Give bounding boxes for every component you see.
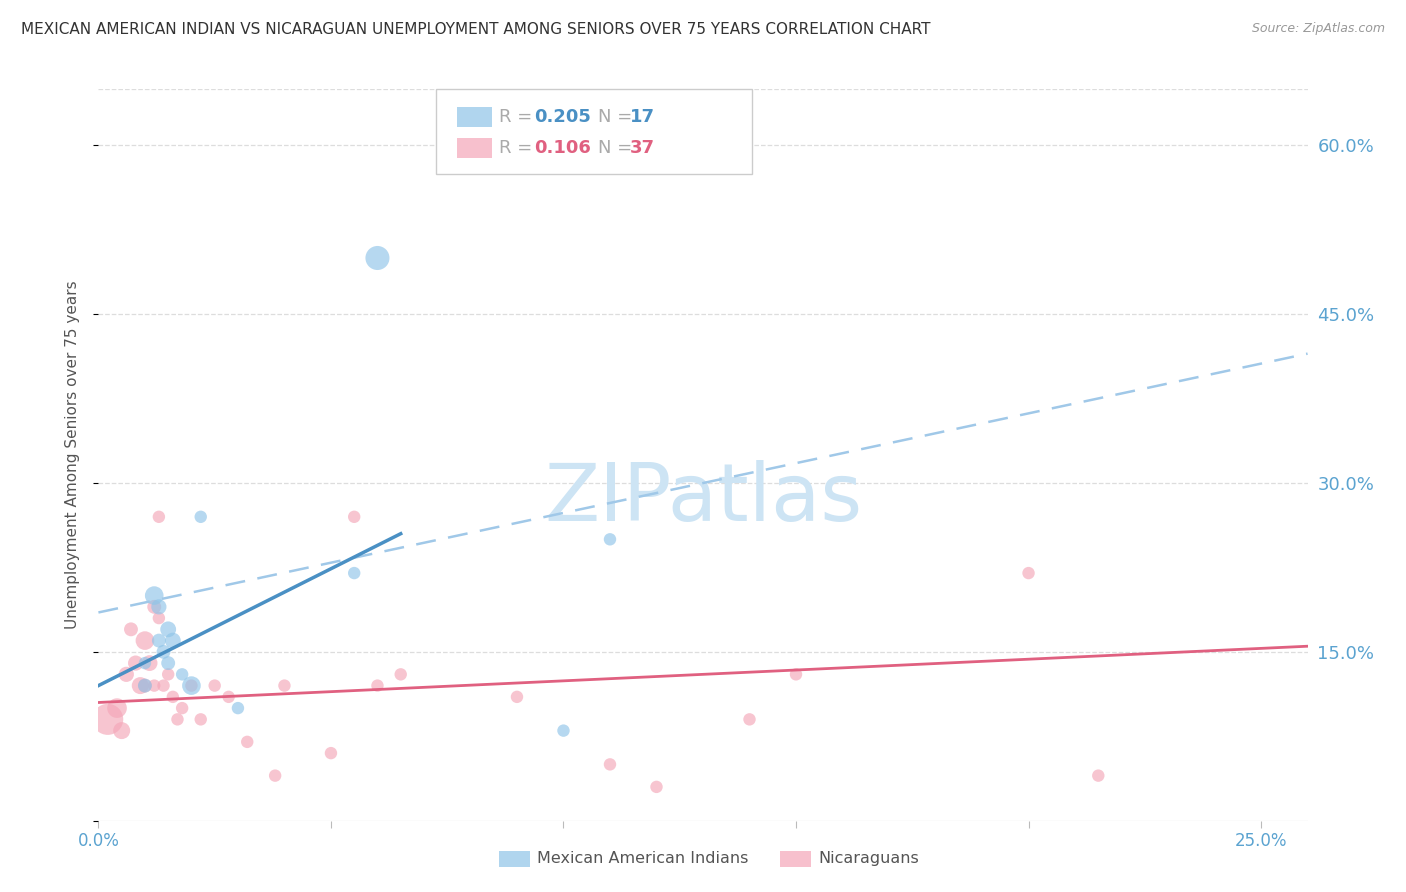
Point xyxy=(273,679,295,693)
Point xyxy=(218,690,240,704)
Point xyxy=(319,746,342,760)
Point xyxy=(120,623,142,637)
Text: Nicaraguans: Nicaraguans xyxy=(818,852,920,866)
Point xyxy=(115,667,138,681)
Point xyxy=(134,633,156,648)
Text: Mexican American Indians: Mexican American Indians xyxy=(537,852,748,866)
Point xyxy=(506,690,529,704)
Point xyxy=(111,723,134,738)
Point xyxy=(645,780,668,794)
Point xyxy=(143,599,166,614)
Text: R =: R = xyxy=(499,139,533,157)
Point xyxy=(190,509,212,524)
Text: N =: N = xyxy=(598,108,631,126)
Text: 17: 17 xyxy=(630,108,655,126)
Point xyxy=(152,645,174,659)
Point xyxy=(105,701,128,715)
Point xyxy=(148,611,170,625)
Text: 0.106: 0.106 xyxy=(534,139,591,157)
Point xyxy=(599,757,621,772)
Point xyxy=(204,679,226,693)
Point xyxy=(180,679,202,693)
Text: R =: R = xyxy=(499,108,533,126)
Point xyxy=(134,679,156,693)
Point xyxy=(553,723,575,738)
Point xyxy=(343,566,366,580)
Point xyxy=(157,623,180,637)
Point xyxy=(134,656,156,670)
Point xyxy=(599,533,621,547)
Y-axis label: Unemployment Among Seniors over 75 years: Unemployment Among Seniors over 75 years xyxy=(65,281,80,629)
Point xyxy=(97,712,120,726)
Text: 0.205: 0.205 xyxy=(534,108,591,126)
Text: Source: ZipAtlas.com: Source: ZipAtlas.com xyxy=(1251,22,1385,36)
Point xyxy=(148,599,170,614)
Point xyxy=(148,509,170,524)
Text: ZIPatlas: ZIPatlas xyxy=(544,459,862,538)
Point xyxy=(226,701,249,715)
Point xyxy=(389,667,412,681)
Point xyxy=(143,589,166,603)
Text: MEXICAN AMERICAN INDIAN VS NICARAGUAN UNEMPLOYMENT AMONG SENIORS OVER 75 YEARS C: MEXICAN AMERICAN INDIAN VS NICARAGUAN UN… xyxy=(21,22,931,37)
Point xyxy=(738,712,761,726)
Point xyxy=(157,667,180,681)
Point xyxy=(143,679,166,693)
Point xyxy=(157,656,180,670)
Text: 37: 37 xyxy=(630,139,655,157)
Point xyxy=(172,667,194,681)
Point xyxy=(343,509,366,524)
Point xyxy=(172,701,194,715)
Point xyxy=(190,712,212,726)
Point xyxy=(162,690,184,704)
Point xyxy=(166,712,188,726)
Text: N =: N = xyxy=(598,139,631,157)
Point xyxy=(264,769,287,783)
Point xyxy=(180,679,202,693)
Point xyxy=(785,667,807,681)
Point xyxy=(138,656,160,670)
Point xyxy=(148,633,170,648)
Point xyxy=(129,679,152,693)
Point xyxy=(1018,566,1040,580)
Point xyxy=(134,679,156,693)
Point xyxy=(236,735,259,749)
Point xyxy=(366,251,388,265)
Point xyxy=(152,679,174,693)
Point xyxy=(124,656,146,670)
Point xyxy=(1087,769,1109,783)
Point xyxy=(162,633,184,648)
Point xyxy=(366,679,388,693)
